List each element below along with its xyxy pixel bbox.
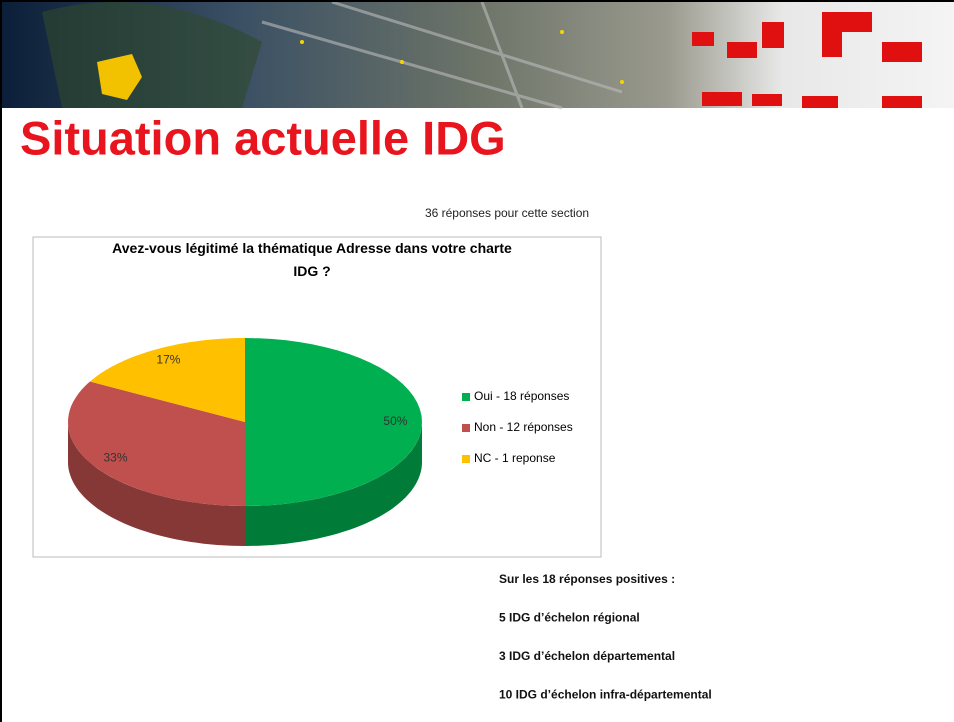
- legend-swatch: [462, 393, 470, 401]
- banner: [2, 2, 954, 108]
- legend-swatch: [462, 424, 470, 432]
- legend-label: NC - 1 reponse: [474, 451, 556, 465]
- legend-label: Non - 12 réponses: [474, 420, 573, 434]
- note: 10 IDG d’échelon infra-départemental: [499, 688, 712, 702]
- notes: Sur les 18 réponses positives : 5 IDG d’é…: [499, 572, 712, 702]
- data-label: 33%: [103, 451, 127, 465]
- slide-title: Situation actuelle IDG: [20, 111, 506, 164]
- slide: Situation actuelle IDG 36 réponses pour …: [0, 0, 954, 722]
- legend-swatch: [462, 455, 470, 463]
- legend-label: Oui - 18 réponses: [474, 389, 569, 403]
- note: Sur les 18 réponses positives :: [499, 572, 675, 586]
- slide-canvas: Situation actuelle IDG 36 réponses pour …: [2, 2, 954, 722]
- note: 3 IDG d’échelon départemental: [499, 649, 675, 663]
- data-label: 17%: [156, 353, 180, 367]
- data-label: 50%: [383, 414, 407, 428]
- caption: 36 réponses pour cette section: [425, 206, 589, 220]
- note: 5 IDG d’échelon régional: [499, 611, 640, 625]
